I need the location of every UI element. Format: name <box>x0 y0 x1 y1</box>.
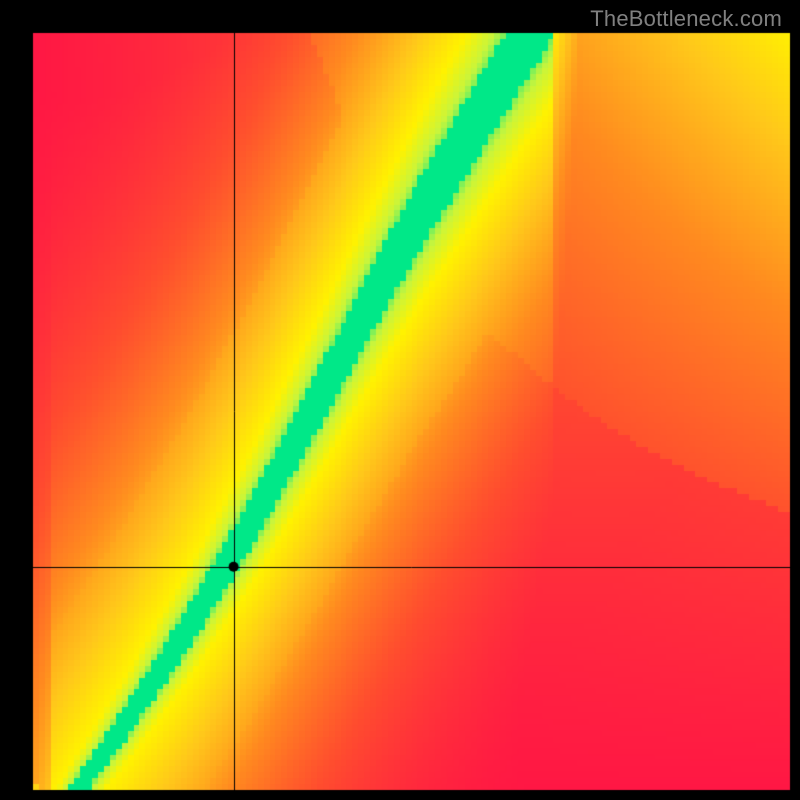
watermark-text: TheBottleneck.com <box>590 6 782 32</box>
bottleneck-heatmap <box>0 0 800 800</box>
